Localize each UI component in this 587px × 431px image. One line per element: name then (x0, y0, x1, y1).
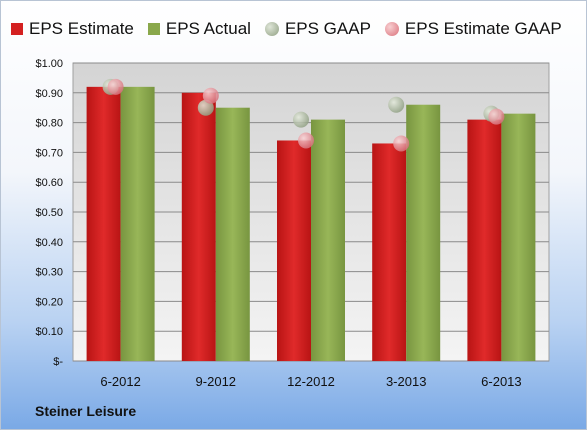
marker-eps-estimate-gaap (393, 135, 410, 152)
marker-eps-estimate-gaap (107, 78, 124, 95)
y-tick-label: $1.00 (35, 58, 63, 70)
marker-eps-estimate-gaap (298, 132, 314, 149)
legend-swatch-eps-actual (147, 23, 160, 35)
legend-marker-eps-estimate-gaap (384, 22, 399, 36)
x-tick-label: 12-2012 (287, 374, 335, 389)
y-tick-label: $- (53, 356, 63, 368)
legend-item-eps-gaap: EPS GAAP (264, 19, 371, 39)
x-tick-label: 9-2012 (196, 374, 236, 389)
bar-eps-estimate (86, 86, 121, 361)
marker-eps-gaap (293, 111, 309, 128)
legend: EPS Estimate EPS Actual EPS GAAP EPS Est… (11, 17, 576, 41)
bar-eps-actual (311, 119, 345, 362)
marker-eps-estimate-gaap (202, 87, 219, 104)
legend-label-eps-estimate: EPS Estimate (29, 19, 134, 38)
bars (86, 86, 536, 362)
x-tick-label: 6-2012 (100, 374, 140, 389)
y-tick-label: $0.50 (35, 207, 63, 219)
legend-swatch-eps-estimate (11, 23, 23, 35)
legend-item-eps-estimate: EPS Estimate (11, 19, 134, 39)
y-tick-label: $0.10 (35, 326, 63, 338)
marker-eps-gaap (388, 96, 405, 113)
legend-label-eps-actual: EPS Actual (165, 19, 251, 38)
x-tick-label: 6-2013 (481, 374, 521, 389)
legend-item-eps-estimate-gaap: EPS Estimate GAAP (384, 19, 562, 39)
bar-eps-estimate (277, 140, 311, 361)
legend-marker-eps-gaap (264, 22, 279, 36)
y-tick-label: $0.30 (35, 267, 63, 279)
y-axis: $- $0.10 $0.20 $0.30 $0.40 $0.50 $0.60 $0.70 $0.… (35, 58, 63, 368)
bar-eps-estimate (467, 119, 502, 362)
markers (102, 78, 505, 152)
y-tick-label: $0.70 (35, 147, 63, 159)
legend-label-eps-estimate-gaap: EPS Estimate GAAP (404, 19, 562, 38)
x-axis: 6-2012 9-2012 12-2012 3-2013 6-2013 (100, 374, 521, 389)
bar-eps-actual (406, 104, 441, 361)
bar-eps-actual (120, 86, 155, 361)
x-tick-label: 3-2013 (386, 374, 426, 389)
y-tick-label: $0.90 (35, 88, 63, 100)
company-name: Steiner Leisure (35, 403, 137, 419)
bar-eps-actual (215, 107, 250, 361)
bar-eps-actual (501, 113, 536, 361)
y-tick-label: $0.20 (35, 296, 63, 308)
marker-eps-estimate-gaap (488, 108, 505, 125)
bar-eps-estimate (372, 143, 407, 361)
y-tick-label: $0.60 (35, 177, 63, 189)
legend-label-eps-gaap: EPS GAAP (284, 19, 371, 38)
bar-eps-estimate (181, 92, 216, 362)
y-tick-label: $0.40 (35, 237, 63, 249)
y-tick-label: $0.80 (35, 118, 63, 130)
legend-item-eps-actual: EPS Actual (147, 19, 251, 39)
